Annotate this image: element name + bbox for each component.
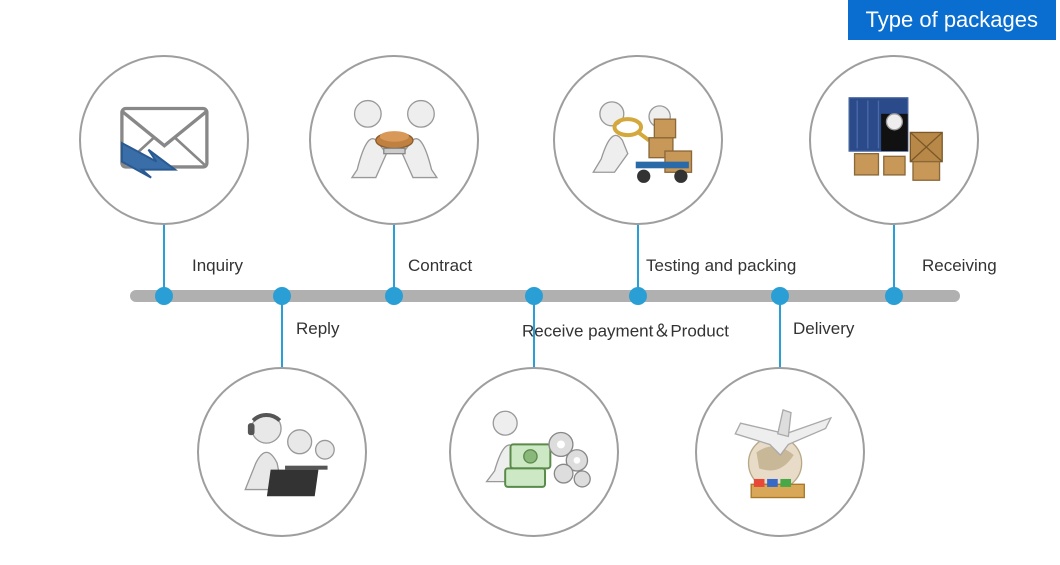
dot-inquiry [155,287,173,305]
money-icon [468,386,601,519]
headset-icon [216,386,349,519]
connector-contract [393,223,395,296]
connector-inquiry [163,223,165,296]
timeline-bar [130,290,960,302]
connector-testing [637,223,639,296]
node-receive [809,55,979,225]
label-testing: Testing and packing [646,256,796,276]
label-contract: Contract [408,256,472,276]
boxes-icon [572,74,705,207]
connector-delivery [779,296,781,369]
plane-icon [714,386,847,519]
node-contract [309,55,479,225]
dot-delivery [771,287,789,305]
handshake-icon [328,74,461,207]
container-icon [828,74,961,207]
dot-contract [385,287,403,305]
node-payment [449,367,619,537]
label-inquiry: Inquiry [192,256,243,276]
banner-type-of-packages: Type of packages [848,0,1056,40]
envelope-icon [98,74,231,207]
dot-testing [629,287,647,305]
connector-reply [281,296,283,369]
node-testing [553,55,723,225]
dot-payment [525,287,543,305]
label-receive: Receiving [922,256,997,276]
dot-reply [273,287,291,305]
label-delivery: Delivery [793,319,854,339]
label-payment: Receive payment＆Product [522,317,729,342]
connector-receive [893,223,895,296]
dot-receive [885,287,903,305]
label-reply: Reply [296,319,339,339]
node-delivery [695,367,865,537]
node-reply [197,367,367,537]
node-inquiry [79,55,249,225]
